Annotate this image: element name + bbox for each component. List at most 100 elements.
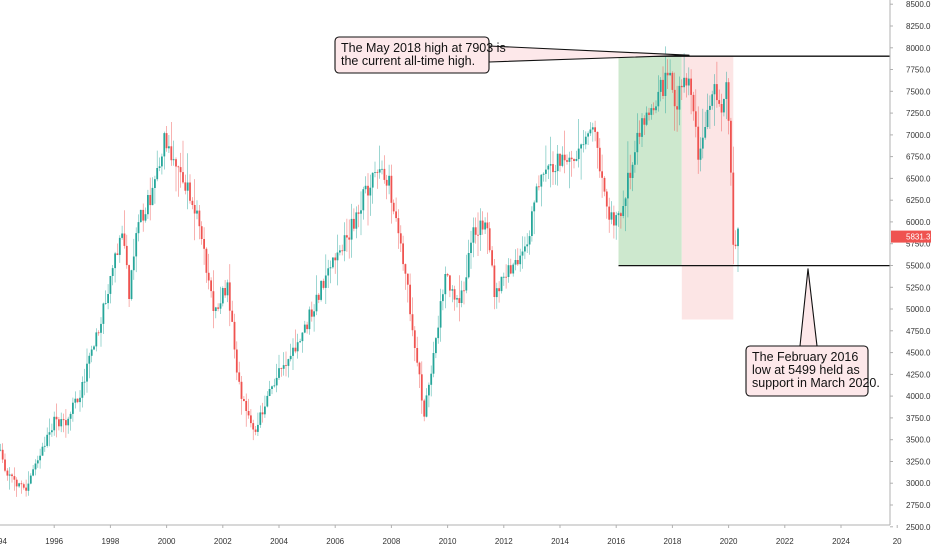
- candle-body: [673, 89, 676, 107]
- candle: [224, 280, 226, 298]
- candle-body: [683, 77, 685, 88]
- candle-body: [306, 324, 308, 330]
- candle: [432, 341, 435, 378]
- candle-body: [737, 228, 739, 247]
- candle-body: [280, 368, 283, 369]
- candle: [732, 146, 735, 265]
- candle-body: [629, 172, 632, 178]
- candle: [254, 426, 257, 436]
- candle: [310, 301, 313, 322]
- price-tick-label: 5000.0: [906, 305, 931, 314]
- candle: [299, 338, 301, 343]
- candle: [545, 145, 547, 182]
- candle: [69, 411, 72, 431]
- candle-body: [86, 363, 88, 382]
- candle: [697, 106, 700, 174]
- candle-body: [622, 206, 625, 216]
- price-tick-label: 3500.0: [906, 436, 931, 445]
- candle-body: [533, 202, 536, 212]
- candle-body: [95, 332, 98, 347]
- candle-body: [198, 210, 201, 227]
- candle-body: [320, 280, 322, 300]
- candle-body: [521, 251, 524, 256]
- candle: [453, 285, 456, 311]
- candle-body: [615, 215, 618, 226]
- candle-body: [97, 332, 100, 334]
- candle: [622, 190, 625, 219]
- candle: [13, 467, 16, 491]
- candle-body: [179, 167, 182, 173]
- candle: [584, 131, 587, 150]
- candle: [353, 208, 355, 232]
- candle: [442, 289, 444, 311]
- candle-body: [669, 72, 671, 76]
- candle: [690, 69, 692, 115]
- candle-body: [341, 250, 344, 252]
- candle-body: [547, 165, 550, 170]
- candle: [161, 153, 163, 175]
- candle-body: [467, 253, 470, 278]
- time-axis[interactable]: 1994 1996 1998 2000 2002 2004 2006 2008 2010 2012…: [0, 524, 902, 546]
- candle-body: [81, 382, 84, 398]
- candle-body: [144, 214, 147, 221]
- candle-body: [163, 133, 166, 157]
- candle: [582, 130, 585, 153]
- candle-body: [107, 294, 109, 304]
- candle-body: [224, 288, 226, 296]
- candle: [451, 285, 454, 303]
- candle: [264, 395, 266, 418]
- candle: [648, 107, 650, 121]
- candle: [474, 217, 477, 244]
- candle-body: [11, 474, 13, 477]
- candle: [339, 245, 341, 256]
- candle-body: [245, 401, 248, 411]
- candle: [568, 151, 571, 189]
- candle: [624, 197, 627, 232]
- candle: [118, 235, 121, 263]
- candle: [446, 272, 449, 277]
- time-tick-label: 1996: [45, 537, 63, 546]
- price-tick-label: 2500.0: [906, 523, 931, 532]
- price-axis[interactable]: 2500.0 2750.0 3000.0 3250.0 3500.0 3750.0 4000…: [889, 0, 931, 532]
- callout-text-line: The May 2018 high at 7903 is: [341, 41, 506, 55]
- candle-body: [720, 104, 723, 113]
- candle-body: [25, 487, 27, 491]
- candle: [184, 174, 187, 195]
- candle: [601, 154, 603, 198]
- candle: [516, 248, 519, 266]
- candle-body: [149, 195, 152, 206]
- candle: [659, 77, 662, 102]
- candle-body: [324, 275, 327, 288]
- candle: [88, 352, 91, 379]
- candle: [680, 79, 683, 100]
- candle: [430, 365, 433, 397]
- callout-text-line: low at 5499 held as: [752, 363, 860, 377]
- candle-body: [657, 91, 660, 107]
- candle-body: [730, 120, 732, 173]
- candle-body: [102, 303, 105, 324]
- candle-body: [474, 227, 477, 235]
- candle-body: [240, 381, 243, 399]
- candle-body: [72, 402, 74, 414]
- candle: [535, 183, 538, 203]
- candle: [4, 453, 6, 473]
- time-tick-label: 2012: [495, 537, 513, 546]
- candle-body: [147, 195, 149, 215]
- candle: [76, 398, 79, 404]
- candle: [100, 317, 102, 347]
- candle-body: [285, 365, 287, 366]
- candle: [449, 274, 451, 298]
- time-tick-label: 2004: [270, 537, 288, 546]
- candle: [252, 419, 255, 441]
- candle: [280, 367, 283, 377]
- candle-body: [437, 327, 440, 339]
- candle-body: [587, 133, 589, 137]
- time-tick-label: 2006: [326, 537, 344, 546]
- candle: [67, 416, 70, 434]
- candle-body: [32, 469, 34, 476]
- candle-body: [425, 395, 428, 417]
- price-tick-label: 7500.0: [906, 87, 931, 96]
